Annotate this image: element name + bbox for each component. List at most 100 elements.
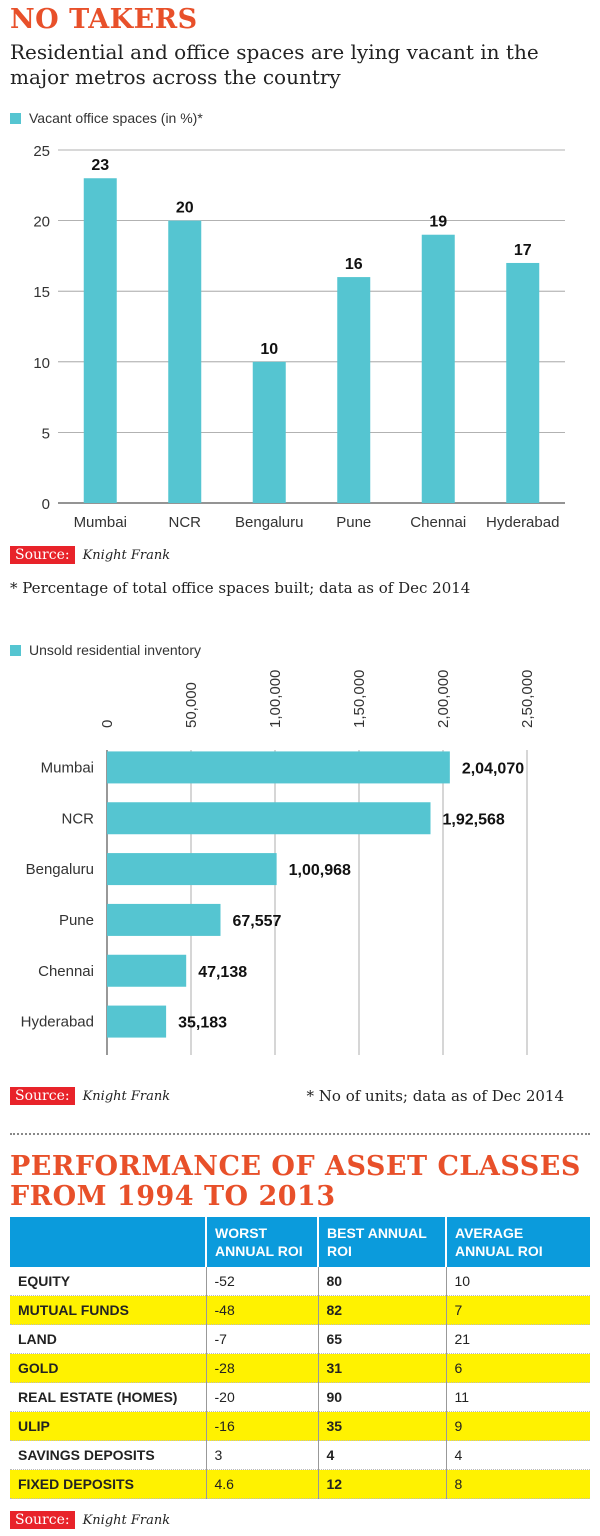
data-label: 17 [514,242,532,259]
data-label: 67,557 [232,913,281,930]
x-tick-label: Mumbai [74,514,127,531]
best-roi-cell: 31 [318,1353,447,1383]
source-value: Knight Frank [82,1088,171,1104]
y-tick-label: 15 [33,284,50,301]
x-tick-label: Pune [336,514,371,531]
worst-roi-cell: -52 [206,1267,319,1296]
worst-roi-cell: 3 [206,1440,319,1470]
legend-swatch [10,112,21,124]
bar [506,262,540,503]
bar [107,1005,167,1038]
y-tick-label: 20 [33,214,50,231]
data-label: 20 [176,200,194,217]
asset-cell: LAND [10,1324,207,1354]
worst-roi-cell: -20 [206,1382,319,1412]
bar [107,853,277,886]
worst-roi-cell: -7 [206,1324,319,1354]
x-tick-label: 0 [99,720,116,728]
bar [107,802,431,835]
header-best: BEST ANNUAL ROI [318,1217,447,1267]
asset-cell: EQUITY [10,1267,207,1296]
y-tick-label: Chennai [38,963,94,980]
table-row: SAVINGS DEPOSITS 3 4 4 [10,1440,590,1470]
source-label: Source: [10,546,75,564]
asset-cell: ULIP [10,1411,207,1441]
y-tick-label: Mumbai [41,759,94,776]
worst-roi-cell: -48 [206,1295,319,1325]
bar [252,361,286,503]
asset-cell: SAVINGS DEPOSITS [10,1440,207,1470]
roi-table: WORST ANNUAL ROI BEST ANNUAL ROI AVERAGE… [10,1217,590,1499]
table-row: FIXED DEPOSITS 4.6 12 8 [10,1469,590,1499]
data-label: 23 [91,157,109,174]
bar [421,234,455,503]
y-tick-label: 0 [42,496,50,513]
best-roi-cell: 65 [318,1324,447,1354]
y-tick-label: 25 [33,143,50,160]
y-tick-label: Pune [59,912,94,929]
average-roi-cell: 8 [446,1469,590,1499]
bar [107,954,187,987]
legend-label: Vacant office spaces (in %)* [29,110,203,126]
page-subtitle: Residential and office spaces are lying … [10,40,539,89]
y-tick-label: Bengaluru [26,861,94,878]
data-label: 1,92,568 [443,811,505,828]
bar [83,178,117,504]
x-tick-label: NCR [169,514,202,531]
worst-roi-cell: -28 [206,1353,319,1383]
source-label: Source: [10,1511,75,1529]
asset-cell: GOLD [10,1353,207,1383]
header-average: AVERAGE ANNUAL ROI [446,1217,590,1267]
bar [337,277,371,503]
average-roi-cell: 11 [446,1382,590,1412]
best-roi-cell: 80 [318,1267,447,1296]
section-divider [10,1133,590,1135]
chart1-footnote: * Percentage of total office spaces buil… [10,579,471,597]
source-label: Source: [10,1087,75,1105]
x-tick-label: Bengaluru [235,514,303,531]
data-label: 1,00,968 [289,862,351,879]
table-row: EQUITY -52 80 10 [10,1267,590,1296]
x-tick-label: Chennai [410,514,466,531]
legend-swatch [10,644,21,656]
source-value: Knight Frank [82,1512,171,1528]
x-tick-label: 2,00,000 [435,670,452,728]
best-roi-cell: 4 [318,1440,447,1470]
data-label: 19 [429,214,447,231]
average-roi-cell: 7 [446,1295,590,1325]
x-tick-label: 1,50,000 [351,670,368,728]
table-row: MUTUAL FUNDS -48 82 7 [10,1295,590,1325]
best-roi-cell: 35 [318,1411,447,1441]
bar [168,220,202,503]
chart2-footnote: * No of units; data as of Dec 2014 [306,1087,565,1105]
bar [107,903,221,936]
vacancy-bar-chart: 0 5 10 15 20 25 23 Mumbai 20 NCR 10 Bengaluru 16 Pune… [33,143,565,531]
table-row: ULIP -16 35 9 [10,1411,590,1441]
average-roi-cell: 4 [446,1440,590,1470]
y-tick-label: Hyderabad [21,1014,94,1031]
asset-cell: REAL ESTATE (HOMES) [10,1382,207,1412]
x-tick-label: 2,50,000 [519,670,536,728]
header-asset [10,1217,207,1267]
table-row: LAND -7 65 21 [10,1324,590,1354]
chart2-source: Source: Knight Frank [10,1087,170,1105]
source-value: Knight Frank [82,547,171,563]
data-label: 16 [345,256,363,273]
average-roi-cell: 6 [446,1353,590,1383]
average-roi-cell: 21 [446,1324,590,1354]
asset-cell: FIXED DEPOSITS [10,1469,207,1499]
y-tick-label: 5 [42,425,50,442]
table-row: REAL ESTATE (HOMES) -20 90 11 [10,1382,590,1412]
page-title: NO TAKERS [10,4,198,35]
table-header-row: WORST ANNUAL ROI BEST ANNUAL ROI AVERAGE… [10,1217,590,1267]
data-label: 35,183 [178,1015,227,1032]
best-roi-cell: 82 [318,1295,447,1325]
x-tick-label: 50,000 [183,682,200,728]
table-body: EQUITY -52 80 10 MUTUAL FUNDS -48 82 7 LAND -7 65 2… [10,1267,590,1499]
bar [107,751,450,784]
legend-label: Unsold residential inventory [29,642,201,658]
inventory-legend: Unsold residential inventory [10,642,201,658]
header-worst: WORST ANNUAL ROI [206,1217,319,1267]
table-title: PERFORMANCE OF ASSET CLASSES FROM 1994 T… [10,1151,581,1212]
inventory-bar-chart: 0 50,000 1,00,000 1,50,000 2,00,000 2,50,000 2… [21,670,536,1055]
